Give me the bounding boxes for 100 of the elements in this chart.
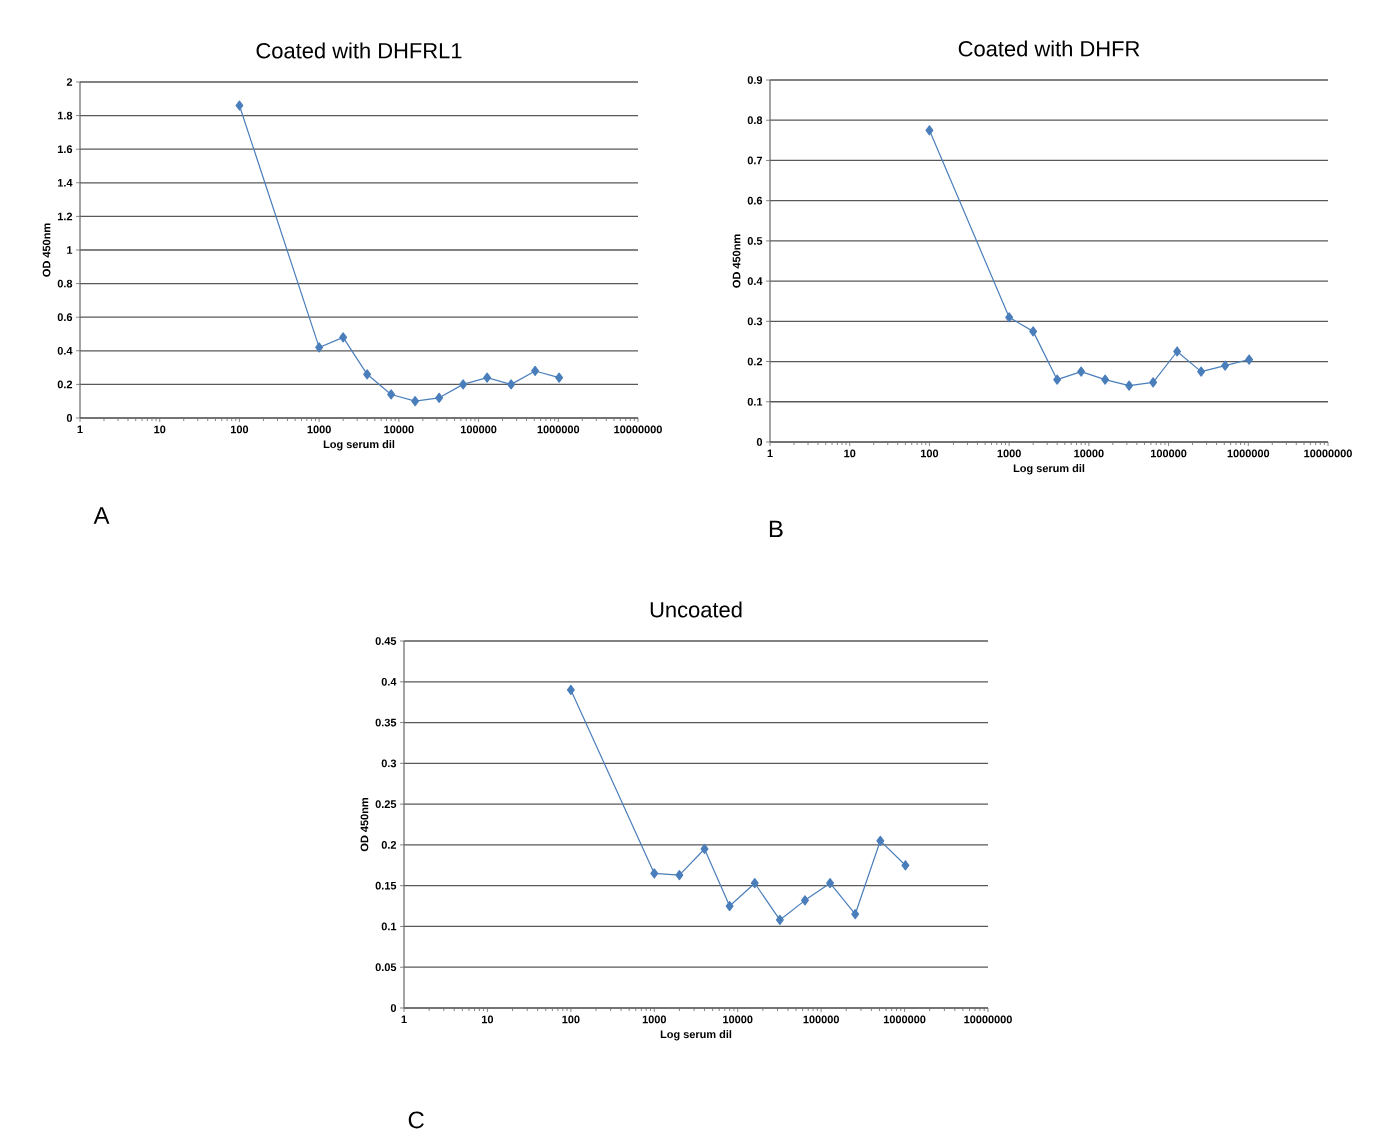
y-tick-label: 0.4	[57, 346, 73, 355]
x-tick-label: 1	[401, 1015, 407, 1024]
x-axis-title: Log serum dil	[1013, 464, 1085, 475]
point	[901, 860, 910, 871]
chart-title: Coated with DHFR	[958, 40, 1140, 57]
y-tick-label: 2	[66, 78, 73, 86]
y-axis-title: OD 450nm	[42, 223, 51, 277]
y-tick-label: 1.6	[57, 145, 73, 154]
y-tick-label: 0	[66, 414, 73, 422]
y-tick-label: 0.15	[375, 881, 397, 890]
point	[411, 396, 420, 407]
x-tick-label: 1000	[997, 449, 1021, 458]
chart-title: Coated with DHFRL1	[256, 42, 462, 59]
y-tick-label: 1.2	[57, 212, 73, 221]
y-tick-label: 1.8	[57, 111, 73, 120]
y-tick-label: 0.5	[747, 237, 763, 245]
y-tick-label: 0.6	[57, 313, 73, 322]
y-tick-label: 0.45	[375, 637, 397, 645]
y-tick-label: 0.8	[57, 279, 73, 288]
y-tick-label: 0.8	[747, 116, 763, 125]
point	[775, 914, 784, 926]
x-tick-label: 1000	[642, 1015, 667, 1024]
y-axis-title: OD 450nm	[732, 234, 741, 288]
point	[387, 389, 396, 400]
x-axis-title: Log serum dil	[323, 440, 395, 451]
chart-title: Uncoated	[650, 601, 742, 618]
x-tick-label: 10000	[1074, 449, 1104, 458]
x-tick-label: 1000000	[537, 425, 580, 434]
y-tick-label: 0.6	[747, 196, 763, 205]
x-tick-label: 100	[562, 1015, 580, 1024]
point	[1077, 366, 1086, 377]
point	[1173, 346, 1182, 357]
y-tick-label: 0.3	[747, 317, 763, 326]
text: B	[769, 520, 783, 538]
x-tick-label: 100000	[803, 1015, 839, 1024]
y-tick-label: 0	[756, 438, 763, 446]
y-tick-label: 0.4	[747, 277, 763, 285]
point	[363, 369, 372, 380]
point	[1125, 380, 1134, 391]
point	[826, 878, 835, 889]
x-tick-label: 100000	[460, 425, 497, 434]
point	[507, 379, 516, 390]
point	[435, 392, 444, 403]
x-tick-label: 10000	[723, 1015, 753, 1024]
y-axis-title: OD 450nm	[360, 798, 369, 852]
x-tick-label: 100000	[1150, 449, 1187, 458]
y-tick-label: 0	[390, 1004, 397, 1012]
y-tick-label: 0.7	[747, 156, 763, 165]
x-tick-label: 100	[230, 425, 249, 434]
y-tick-label: 0.1	[381, 922, 397, 931]
point	[1149, 377, 1158, 388]
x-tick-label: 100	[920, 449, 939, 458]
text: C	[408, 1111, 424, 1129]
point	[1029, 326, 1038, 337]
x-tick-label: 10	[154, 425, 166, 434]
y-tick-label: 0.35	[375, 718, 397, 727]
x-tick-label: 1000	[307, 425, 331, 434]
point	[1053, 374, 1062, 385]
y-tick-label: 0.4	[381, 677, 397, 686]
y-tick-label: 0.1	[747, 397, 763, 406]
y-tick-label: 0.2	[747, 357, 763, 366]
point	[876, 835, 885, 846]
y-tick-label: 0.25	[375, 800, 397, 808]
y-tick-label: 1.4	[57, 179, 73, 187]
x-tick-label: 10000000	[1304, 449, 1352, 458]
point	[650, 868, 659, 879]
x-tick-label: 10000000	[614, 425, 662, 434]
y-tick-label: 0.9	[747, 76, 763, 84]
point	[1245, 354, 1254, 365]
x-tick-label: 10000	[384, 425, 414, 434]
x-tick-label: 1000000	[1227, 449, 1270, 458]
point	[675, 869, 684, 881]
x-tick-label: 1	[767, 449, 773, 458]
point	[1221, 360, 1230, 371]
x-tick-label: 1000000	[883, 1015, 926, 1024]
y-tick-label: 0.2	[381, 841, 397, 849]
point	[459, 379, 468, 390]
x-tick-label: 10	[844, 449, 856, 458]
point	[1197, 366, 1206, 377]
x-tick-label: 10000000	[964, 1015, 1012, 1024]
point	[1005, 312, 1014, 323]
point	[531, 365, 540, 377]
point	[700, 843, 709, 855]
x-tick-label: 10	[482, 1015, 494, 1024]
x-axis-title: Log serum dil	[660, 1030, 732, 1041]
point	[483, 372, 492, 383]
point	[801, 895, 809, 906]
y-tick-label: 0.05	[375, 963, 397, 972]
y-tick-label: 0.3	[381, 759, 397, 768]
y-tick-label: 1	[67, 246, 73, 254]
point	[555, 372, 564, 383]
point	[725, 900, 734, 912]
point	[851, 909, 860, 920]
point	[315, 342, 324, 353]
point	[750, 878, 759, 889]
y-tick-label: 0.2	[57, 380, 73, 389]
point	[339, 332, 348, 343]
point	[1101, 374, 1110, 385]
text: A	[93, 507, 110, 524]
x-tick-label: 1	[77, 425, 83, 434]
